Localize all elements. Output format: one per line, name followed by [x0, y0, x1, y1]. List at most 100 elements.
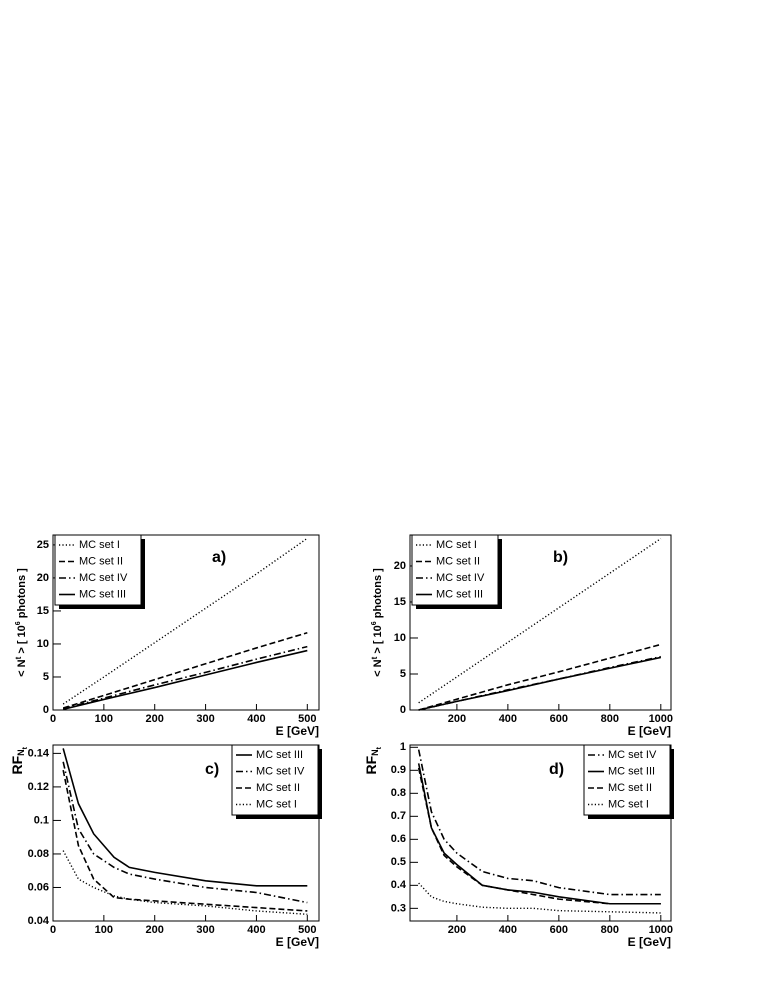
series-line	[417, 749, 661, 896]
series-line	[62, 850, 308, 915]
y-tick-label: 0.04	[28, 915, 50, 927]
plot-frame	[409, 744, 672, 922]
x-tick-label: 600	[550, 713, 568, 725]
legend-label: MC set II	[256, 782, 300, 794]
y-axis-label-part: < N	[16, 659, 28, 676]
x-tick-label: 0	[50, 713, 56, 725]
y-tick-label: 1	[400, 741, 406, 753]
panel-label: c)	[205, 761, 219, 778]
plot-frame	[52, 744, 320, 922]
x-tick-label: 1000	[649, 924, 673, 936]
legend-label: MC set IV	[79, 572, 128, 584]
y-axis-label: < Nt > [ 106 photons ]	[14, 568, 28, 677]
series-line	[62, 761, 308, 904]
x-tick-label: 600	[550, 924, 568, 936]
legend-label: MC set IV	[608, 749, 657, 761]
y-axis-label-part: t	[22, 746, 29, 749]
legend-label: MC set III	[436, 588, 483, 600]
y-tick-label: 0.06	[28, 881, 49, 893]
y-tick-label: 0.5	[391, 856, 406, 868]
x-tick-label: 200	[448, 713, 466, 725]
series-line	[418, 643, 662, 711]
y-axis-label: RFNt	[9, 746, 29, 774]
panel-label: d)	[549, 761, 564, 778]
series-line	[62, 645, 308, 710]
y-axis-label-part: photons ]	[16, 568, 28, 621]
y-axis-label-part: t	[376, 746, 383, 749]
y-tick-label: 0.12	[28, 781, 49, 793]
y-axis-label-part: photons ]	[372, 568, 384, 621]
x-axis-label: E [GeV]	[276, 935, 319, 949]
y-tick-label: 0.08	[28, 848, 49, 860]
y-tick-label: 0	[43, 704, 49, 716]
panel-label: b)	[553, 549, 568, 566]
y-tick-label: 5	[400, 668, 406, 680]
legend-label: MC set II	[436, 555, 480, 567]
legend-label: MC set II	[79, 555, 123, 567]
legend-label: MC set IV	[436, 572, 485, 584]
legend-label: MC set I	[79, 539, 120, 551]
x-axis-label: E [GeV]	[628, 935, 671, 949]
x-tick-label: 300	[196, 713, 214, 725]
y-tick-label: 0.8	[391, 787, 406, 799]
series-line	[418, 538, 662, 704]
x-tick-label: 400	[247, 924, 265, 936]
legend-box	[231, 744, 319, 816]
x-tick-label: 400	[247, 713, 265, 725]
legend-label: MC set III	[79, 588, 126, 600]
legend-box	[54, 534, 142, 606]
series-line	[418, 882, 661, 914]
x-tick-label: 400	[499, 924, 517, 936]
y-tick-label: 10	[394, 632, 406, 644]
y-axis-label-part: > [ 10	[16, 625, 28, 657]
y-tick-label: 0.1	[34, 814, 49, 826]
legend-box	[583, 744, 671, 816]
x-tick-label: 300	[196, 924, 214, 936]
y-axis-label-part: RF	[9, 755, 25, 774]
y-tick-label: 15	[394, 596, 406, 608]
x-tick-label: 100	[95, 924, 113, 936]
x-tick-label: 500	[298, 924, 316, 936]
y-axis-label-part: > [ 10	[372, 625, 384, 657]
y-tick-label: 0.9	[391, 764, 406, 776]
x-axis-label: E [GeV]	[276, 724, 319, 738]
y-axis-label-part: t	[370, 656, 379, 659]
y-tick-label: 0.6	[391, 833, 406, 845]
legend-box	[411, 534, 499, 606]
y-tick-label: 5	[43, 671, 49, 683]
y-axis-label-part: N	[16, 749, 26, 756]
x-tick-label: 1000	[649, 713, 673, 725]
y-tick-label: 20	[37, 572, 49, 584]
series-line	[417, 767, 661, 905]
legend-label: MC set III	[608, 765, 655, 777]
y-tick-label: 20	[394, 560, 406, 572]
series-line	[62, 769, 308, 912]
series-line	[62, 631, 308, 709]
y-axis-label-part: RF	[363, 755, 379, 774]
x-tick-label: 100	[95, 713, 113, 725]
y-tick-label: 0.7	[391, 810, 406, 822]
y-axis-label-part: 6	[15, 621, 22, 625]
plot-frame	[52, 534, 320, 711]
panel-label: a)	[212, 549, 226, 566]
y-tick-label: 0.14	[28, 747, 50, 759]
x-tick-label: 800	[601, 924, 619, 936]
y-tick-label: 0.4	[391, 879, 407, 891]
y-tick-label: 25	[37, 539, 49, 551]
x-tick-label: 200	[448, 924, 466, 936]
y-axis-label-part: 6	[371, 621, 378, 625]
legend-label: MC set I	[436, 539, 477, 551]
x-tick-label: 200	[146, 924, 164, 936]
x-axis-label: E [GeV]	[628, 724, 671, 738]
y-axis-label: < Nt > [ 106 photons ]	[370, 568, 384, 677]
x-tick-label: 500	[298, 713, 316, 725]
legend-label: MC set IV	[256, 765, 305, 777]
x-tick-label: 200	[146, 713, 164, 725]
y-axis-label: RFNt	[363, 746, 383, 774]
series-line	[418, 656, 661, 711]
plot-frame	[409, 534, 672, 711]
series-line	[62, 649, 308, 711]
y-tick-label: 0	[400, 704, 406, 716]
series-line	[62, 748, 308, 887]
